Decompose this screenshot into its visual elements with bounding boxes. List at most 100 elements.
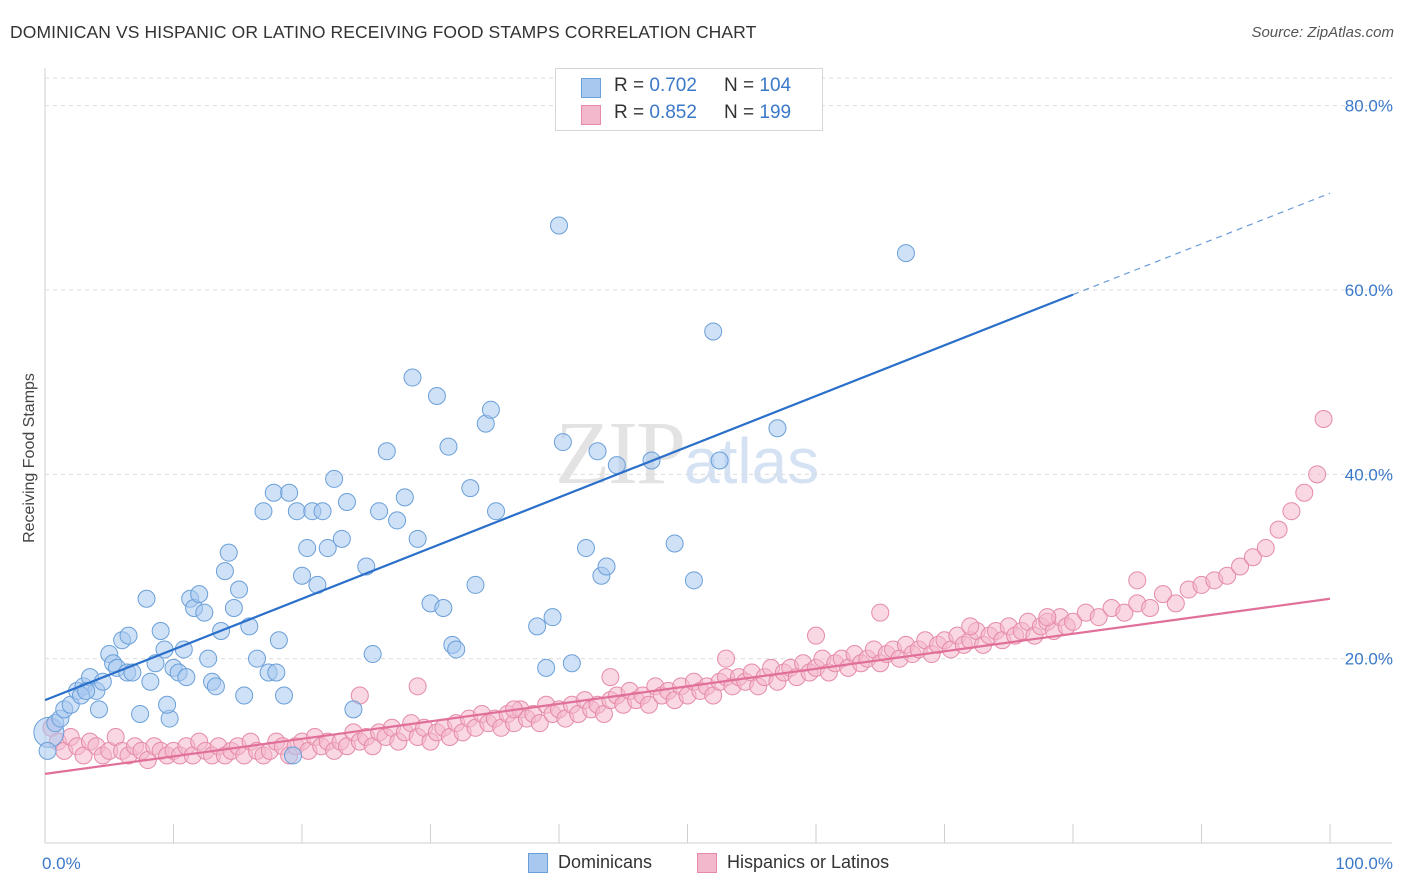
point-dominican xyxy=(206,677,225,696)
trend-line-hispanics xyxy=(44,597,1331,775)
point-dominican xyxy=(254,502,273,521)
point-dominican xyxy=(370,502,389,521)
y-tick-label: 60.0% xyxy=(1345,281,1393,300)
legend-swatch-blue xyxy=(528,853,548,873)
point-hispanic xyxy=(1218,566,1237,585)
point-hispanic xyxy=(1038,608,1057,627)
point-dominican xyxy=(195,603,214,622)
point-dominican xyxy=(313,502,332,521)
point-hispanic xyxy=(1269,520,1288,539)
point-dominican xyxy=(704,322,723,341)
legend-label: Dominicans xyxy=(558,852,653,872)
point-hispanic xyxy=(1115,603,1134,622)
point-hispanic xyxy=(1128,571,1147,590)
x-tick-label: 100.0% xyxy=(1335,854,1393,873)
point-dominican xyxy=(332,529,351,548)
point-hispanic xyxy=(1282,502,1301,521)
point-dominican xyxy=(537,658,556,677)
point-hispanic xyxy=(1166,594,1185,613)
trend-line-dominicans xyxy=(44,293,1074,702)
axes xyxy=(44,68,1392,844)
point-dominican xyxy=(284,746,303,765)
point-dominican xyxy=(235,686,254,705)
point-dominican xyxy=(377,442,396,461)
point-dominican xyxy=(543,608,562,627)
point-dominican xyxy=(710,451,729,470)
point-dominican xyxy=(550,216,568,235)
y-tick-label: 20.0% xyxy=(1345,650,1393,669)
legend-swatch-pink xyxy=(581,105,601,125)
point-dominican xyxy=(158,695,177,714)
legend-row-dominicans: R = 0.702 N = 104 xyxy=(556,75,822,101)
point-dominican xyxy=(89,700,108,719)
point-hispanic xyxy=(1153,585,1172,604)
point-dominican xyxy=(466,575,485,594)
point-hispanic xyxy=(1064,612,1082,631)
point-dominican xyxy=(487,502,506,521)
point-hispanic xyxy=(1141,598,1160,617)
point-dominican xyxy=(248,649,267,668)
point-dominican xyxy=(224,598,243,617)
point-dominican xyxy=(363,645,382,664)
legend-r: R = 0.702 xyxy=(614,75,697,96)
point-dominican xyxy=(230,580,249,599)
point-dominican xyxy=(408,529,427,548)
chart-source: Source: ZipAtlas.com xyxy=(1251,24,1394,41)
point-dominican xyxy=(269,631,288,650)
point-dominican xyxy=(190,585,209,604)
chart-title: DOMINICAN VS HISPANIC OR LATINO RECEIVIN… xyxy=(10,22,757,42)
point-hispanic xyxy=(1256,539,1275,558)
point-hispanic xyxy=(408,677,427,696)
point-dominican xyxy=(665,534,684,553)
legend-n: N = 199 xyxy=(724,102,792,123)
point-dominican xyxy=(344,700,363,719)
legend-row-hispanics: R = 0.852 N = 199 xyxy=(556,102,822,128)
point-dominican xyxy=(562,654,581,673)
point-dominican xyxy=(141,672,160,691)
point-dominican xyxy=(267,663,286,682)
trend-lines xyxy=(44,192,1331,775)
point-dominican xyxy=(403,368,422,387)
point-dominican xyxy=(588,442,607,461)
point-dominican xyxy=(119,626,138,645)
legend-swatch-blue xyxy=(581,78,601,98)
watermark: ZIPatlas xyxy=(555,402,819,505)
point-dominican xyxy=(388,511,407,530)
point-dominican xyxy=(896,244,915,263)
point-hispanic xyxy=(530,714,549,733)
trend-line-dominicans-extension xyxy=(1072,192,1331,296)
legend-n: N = 104 xyxy=(724,75,792,96)
point-dominican xyxy=(151,622,170,641)
series-dominicans-points xyxy=(33,216,915,765)
point-dominican xyxy=(447,640,466,659)
y-tick-label: 80.0% xyxy=(1345,97,1393,116)
point-dominican xyxy=(199,649,218,668)
point-hispanic xyxy=(1295,483,1314,502)
point-hispanic xyxy=(871,603,890,622)
point-dominican xyxy=(461,479,480,498)
point-dominican xyxy=(337,492,356,511)
point-hispanic xyxy=(717,649,736,668)
point-hispanic xyxy=(1314,410,1333,429)
point-dominican xyxy=(684,571,703,590)
point-hispanic xyxy=(1243,548,1262,567)
point-dominican xyxy=(287,502,306,521)
watermark-atlas: atlas xyxy=(684,425,820,497)
point-dominican xyxy=(219,543,238,562)
point-dominican xyxy=(280,483,299,502)
point-hispanic xyxy=(807,626,825,645)
point-dominican xyxy=(275,686,294,705)
x-tick-label: 0.0% xyxy=(42,854,81,873)
point-dominican xyxy=(264,483,283,502)
point-dominican xyxy=(177,668,196,687)
point-dominican xyxy=(576,539,595,558)
point-hispanic xyxy=(1089,608,1108,627)
point-dominican xyxy=(325,469,344,488)
tick-labels: 20.0% 40.0% 60.0% 80.0% 0.0% 100.0% xyxy=(42,97,1393,873)
point-dominican xyxy=(427,386,446,405)
point-hispanic xyxy=(961,617,980,636)
point-dominican xyxy=(597,557,616,576)
point-hispanic xyxy=(601,668,620,687)
point-dominican xyxy=(528,617,547,636)
point-dominican xyxy=(553,433,572,452)
